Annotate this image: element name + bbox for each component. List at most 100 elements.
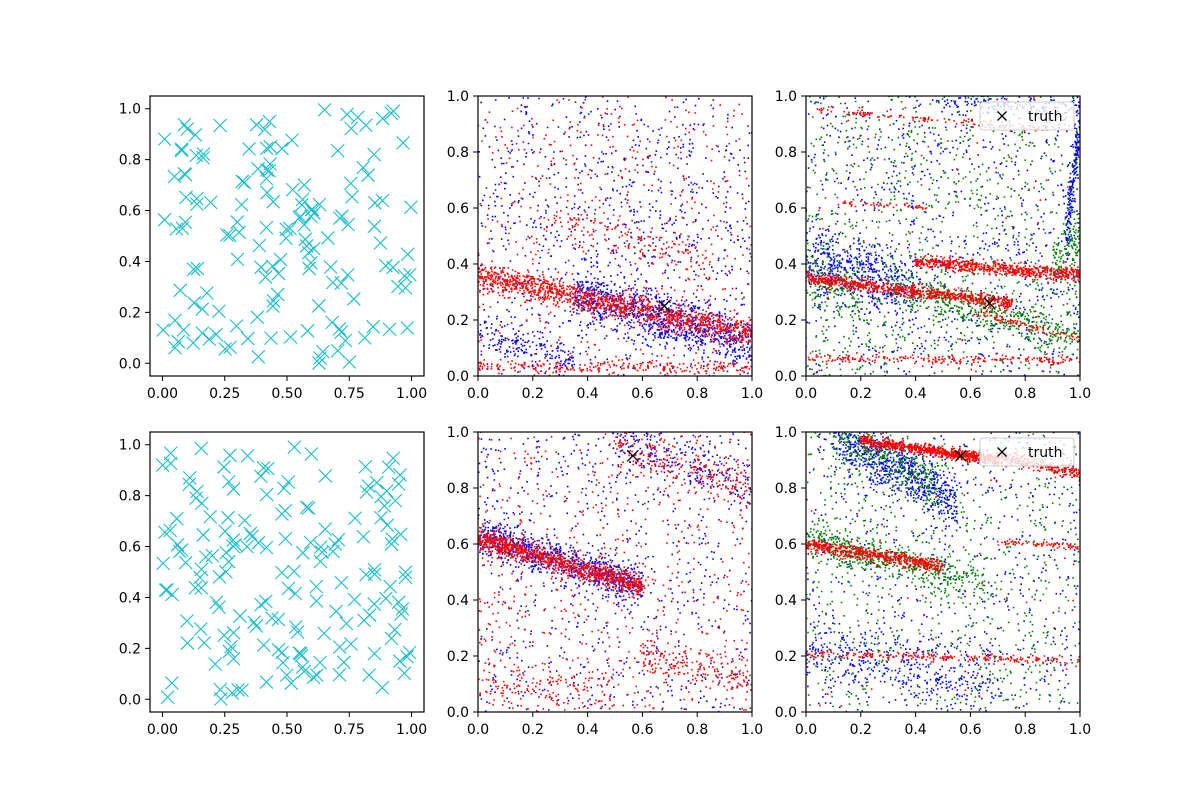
subplot-grid: 0.00 0.25 0.50 0.75 1.000.00.20.40.60.81.00.… (119, 89, 1091, 738)
data-point (285, 182, 300, 197)
plot-area (478, 432, 752, 712)
data-point (197, 635, 212, 650)
series-1 (478, 432, 752, 712)
data-point (381, 460, 396, 475)
data-point (305, 202, 320, 217)
data-point (359, 484, 374, 499)
series-0 (478, 432, 752, 712)
data-point (398, 565, 413, 580)
data-point (276, 655, 290, 670)
data-point (374, 510, 388, 525)
data-point (336, 655, 351, 670)
data-point (294, 198, 309, 212)
data-point (332, 211, 347, 225)
series-2 (806, 96, 1080, 373)
data-point (258, 594, 273, 609)
data-point (304, 255, 318, 270)
data-point (343, 176, 358, 191)
data-point (313, 554, 328, 569)
data-point (331, 532, 346, 547)
data-point (259, 141, 274, 156)
data-point (212, 304, 226, 319)
data-point (367, 562, 382, 577)
series-0 (155, 440, 417, 706)
data-point (250, 310, 265, 325)
data-point (194, 496, 209, 511)
data-point (312, 197, 327, 212)
data-point (394, 607, 409, 621)
data-point (190, 484, 204, 499)
data-point (309, 579, 324, 594)
data-point (169, 221, 184, 236)
data-point (222, 228, 237, 243)
data-point (317, 626, 332, 641)
y-tick-label: 0.2 (447, 649, 469, 665)
data-point (397, 268, 412, 283)
data-point (254, 597, 269, 612)
data-points (806, 96, 1080, 376)
data-point (163, 523, 178, 538)
data-point (323, 260, 338, 274)
x-tick-label: 0.8 (686, 386, 708, 402)
data-point (299, 500, 314, 515)
axes-frame (477, 95, 753, 377)
x-tick-label: 0.50 (271, 722, 302, 738)
subplot-1-2: 0.0 0.2 0.4 0.6 0.8 1.0 0.0 0.2 0.4 0.6 0.8 1.0 trut… (775, 425, 1091, 738)
data-point (283, 330, 298, 344)
data-point (284, 676, 299, 691)
data-point (235, 683, 249, 698)
x-tick-label: 0.0 (795, 386, 817, 402)
data-points (478, 96, 752, 376)
data-point (393, 527, 408, 542)
data-point (297, 664, 312, 679)
data-point (263, 157, 277, 171)
data-point (369, 475, 384, 490)
x-tick-label: 0.75 (334, 386, 365, 402)
data-point (237, 175, 252, 190)
x-tick-label: 0.6 (959, 722, 981, 738)
data-point (233, 609, 247, 623)
subplot-0-1: 0.0 0.2 0.4 0.6 0.8 1.0 0.0 0.2 0.4 0.6 0.8 1.0 (447, 89, 763, 402)
x-tick-label: 0.6 (959, 386, 981, 402)
data-point (384, 631, 399, 646)
data-point (377, 499, 392, 513)
data-point (295, 545, 310, 560)
data-point (334, 325, 349, 340)
data-point (281, 581, 296, 596)
x-tick-label: 0.0 (795, 722, 817, 738)
y-tick-label: 0.2 (775, 649, 797, 665)
data-point (209, 327, 224, 342)
data-point (157, 525, 172, 540)
data-point (252, 238, 267, 253)
data-point (219, 565, 233, 579)
data-point (398, 570, 413, 585)
data-point (340, 107, 354, 122)
data-point (264, 331, 278, 346)
data-point (294, 648, 309, 663)
data-point (378, 258, 393, 273)
data-point (380, 518, 395, 533)
data-point (301, 501, 316, 516)
data-point (222, 644, 237, 659)
data-point (225, 686, 239, 700)
data-point (213, 692, 228, 706)
y-tick-label: 0.2 (447, 313, 469, 329)
data-point (194, 441, 209, 456)
data-point (387, 622, 402, 637)
data-point (375, 111, 390, 126)
data-points (806, 432, 1080, 707)
x-tick-label: 0.2 (850, 722, 872, 738)
data-point (362, 668, 376, 683)
data-point (247, 615, 261, 630)
data-point (249, 619, 264, 633)
data-point (165, 587, 179, 602)
data-point (341, 217, 355, 232)
data-point (178, 167, 193, 182)
y-tick-label: 0.0 (447, 705, 469, 721)
data-point (169, 511, 184, 526)
series-2 (806, 432, 1080, 707)
data-point (221, 474, 236, 489)
x-tick-label: 0.8 (686, 722, 708, 738)
data-point (330, 143, 345, 158)
